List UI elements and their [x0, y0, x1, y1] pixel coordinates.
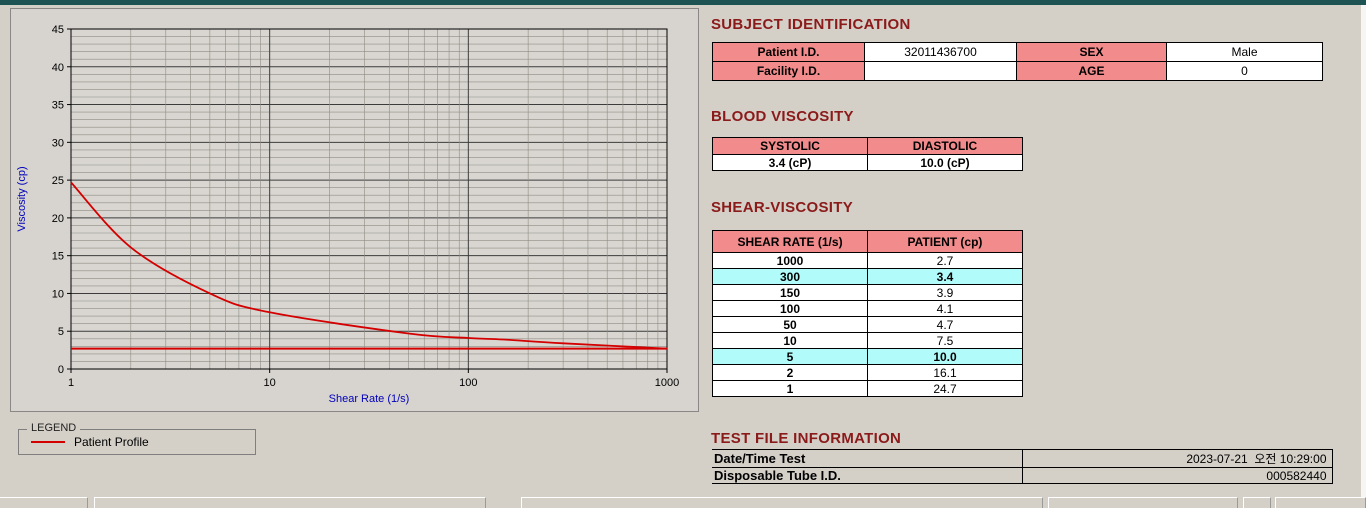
bottom-toolbar-segment[interactable]: [1243, 497, 1271, 508]
shear-viscosity-table: SHEAR RATE (1/s) PATIENT (cp) 1000 2.7 3…: [712, 230, 1023, 397]
systolic-header: SYSTOLIC: [712, 137, 868, 155]
svg-text:15: 15: [52, 251, 64, 263]
svg-text:20: 20: [52, 213, 64, 225]
legend-entry: Patient Profile: [19, 430, 255, 454]
patient-value-cell: 10.0: [867, 348, 1023, 365]
table-row: 3.4 (cP) 10.0 (cP): [712, 154, 1023, 171]
table-row: Facility I.D. AGE 0: [712, 61, 1323, 81]
top-title-bar: [0, 0, 1366, 5]
shear-row: 10 7.5: [712, 332, 1023, 349]
legend-entry-label: Patient Profile: [74, 435, 149, 449]
diastolic-value: 10.0 (cP): [867, 154, 1023, 171]
subject-identification-table: Patient I.D. 32011436700 SEX Male Facili…: [712, 42, 1323, 81]
svg-text:100: 100: [459, 377, 477, 389]
disposable-tube-id-value: 000582440: [1021, 467, 1333, 484]
blood-viscosity-table: SYSTOLIC DIASTOLIC 3.4 (cP) 10.0 (cP): [712, 137, 1023, 171]
shear-row: 300 3.4: [712, 268, 1023, 285]
table-row: Date/Time Test 2023-07-21 오전 10:29:00: [712, 449, 1333, 468]
shear-rate-cell: 50: [712, 316, 868, 333]
bottom-toolbar-segment[interactable]: [1275, 497, 1366, 508]
viscosity-chart: 0 5 10 15 20 25 30 35 40 45 1 10 100 1000 Shear Rate (…: [16, 24, 679, 405]
shear-row: 2 16.1: [712, 364, 1023, 381]
svg-text:10: 10: [264, 377, 276, 389]
viscosity-chart-panel: 0 5 10 15 20 25 30 35 40 45 1 10 100 1000 Shear Rate (…: [10, 8, 699, 412]
right-edge-strip: [1361, 5, 1366, 508]
patient-value-cell: 3.9: [867, 284, 1023, 301]
shear-viscosity-heading: SHEAR-VISCOSITY: [711, 199, 854, 216]
subject-identification-heading: SUBJECT IDENTIFICATION: [711, 16, 911, 33]
shear-row: 5 10.0: [712, 348, 1023, 365]
shear-rate-cell: 1: [712, 380, 868, 397]
shear-row: 1000 2.7: [712, 252, 1023, 269]
svg-text:1: 1: [68, 377, 74, 389]
table-header-row: SHEAR RATE (1/s) PATIENT (cp): [712, 230, 1023, 253]
test-file-table: Date/Time Test 2023-07-21 오전 10:29:00 Di…: [712, 449, 1333, 484]
patient-value-cell: 7.5: [867, 332, 1023, 349]
shear-row: 150 3.9: [712, 284, 1023, 301]
date-time-test-label: Date/Time Test: [712, 449, 1022, 468]
blood-viscosity-heading: BLOOD VISCOSITY: [711, 108, 854, 125]
svg-text:30: 30: [52, 137, 64, 149]
bottom-toolbar-segment[interactable]: [94, 497, 486, 508]
patient-value-cell: 16.1: [867, 364, 1023, 381]
bottom-toolbar-segment[interactable]: [0, 497, 88, 508]
sex-value: Male: [1166, 42, 1323, 62]
svg-text:10: 10: [52, 288, 64, 300]
disposable-tube-id-label: Disposable Tube I.D.: [712, 467, 1022, 484]
svg-text:0: 0: [58, 364, 64, 376]
shear-rate-cell: 1000: [712, 252, 868, 269]
patient-cp-header: PATIENT (cp): [867, 230, 1023, 253]
bottom-toolbar-segment[interactable]: [1048, 497, 1238, 508]
patient-value-cell: 24.7: [867, 380, 1023, 397]
table-header-row: SYSTOLIC DIASTOLIC: [712, 137, 1023, 155]
patient-id-value: 32011436700: [864, 42, 1017, 62]
patient-value-cell: 3.4: [867, 268, 1023, 285]
facility-id-label: Facility I.D.: [712, 61, 865, 81]
svg-text:5: 5: [58, 326, 64, 338]
age-label: AGE: [1016, 61, 1167, 81]
sex-label: SEX: [1016, 42, 1167, 62]
svg-text:45: 45: [52, 24, 64, 36]
shear-rate-cell: 300: [712, 268, 868, 285]
svg-text:25: 25: [52, 175, 64, 187]
age-value: 0: [1166, 61, 1323, 81]
svg-text:Viscosity (cp): Viscosity (cp): [16, 166, 28, 231]
shear-row: 1 24.7: [712, 380, 1023, 397]
patient-id-label: Patient I.D.: [712, 42, 865, 62]
shear-rate-cell: 5: [712, 348, 868, 365]
shear-rate-cell: 2: [712, 364, 868, 381]
legend: LEGEND Patient Profile: [18, 422, 256, 455]
shear-row: 50 4.7: [712, 316, 1023, 333]
table-row: Disposable Tube I.D. 000582440: [712, 467, 1333, 484]
svg-text:35: 35: [52, 100, 64, 112]
patient-value-cell: 4.7: [867, 316, 1023, 333]
date-time-test-value: 2023-07-21 오전 10:29:00: [1021, 449, 1333, 468]
svg-text:1000: 1000: [655, 377, 679, 389]
patient-value-cell: 4.1: [867, 300, 1023, 317]
shear-rate-cell: 150: [712, 284, 868, 301]
table-row: Patient I.D. 32011436700 SEX Male: [712, 42, 1323, 62]
patient-profile-line-sample: [31, 441, 65, 443]
shear-rate-cell: 100: [712, 300, 868, 317]
facility-id-value: [864, 61, 1017, 81]
bottom-toolbar-segment[interactable]: [521, 497, 1043, 508]
svg-text:Shear Rate (1/s): Shear Rate (1/s): [329, 393, 410, 405]
shear-rate-cell: 10: [712, 332, 868, 349]
shear-rate-header: SHEAR RATE (1/s): [712, 230, 868, 253]
legend-title: LEGEND: [27, 422, 81, 434]
systolic-value: 3.4 (cP): [712, 154, 868, 171]
shear-row: 100 4.1: [712, 300, 1023, 317]
diastolic-header: DIASTOLIC: [867, 137, 1023, 155]
svg-text:40: 40: [52, 62, 64, 74]
patient-value-cell: 2.7: [867, 252, 1023, 269]
test-file-information-heading: TEST FILE INFORMATION: [711, 430, 902, 447]
